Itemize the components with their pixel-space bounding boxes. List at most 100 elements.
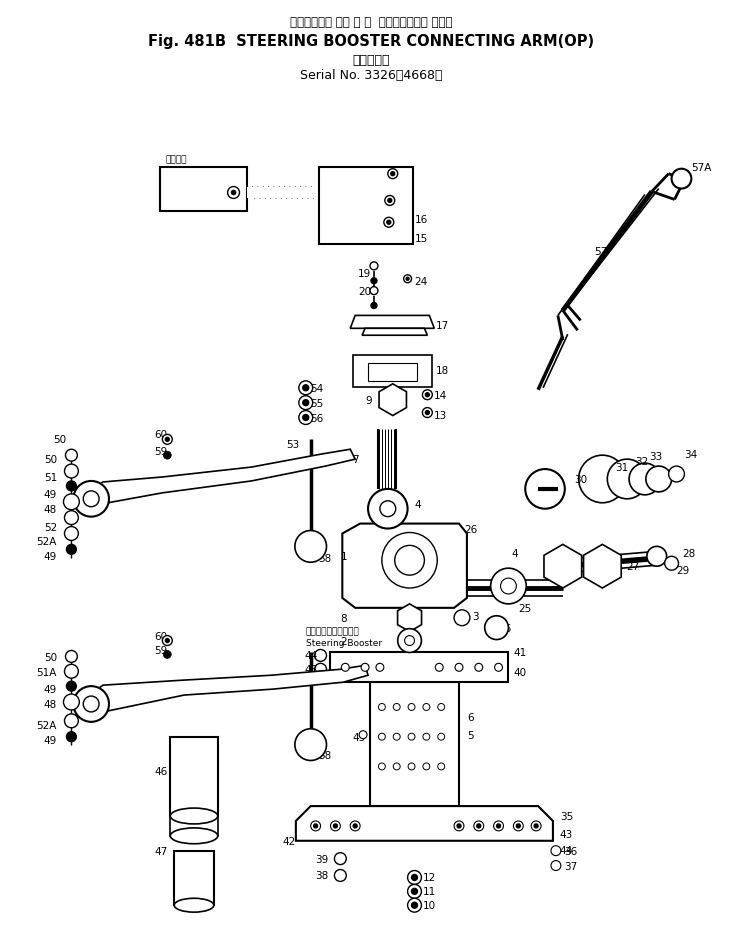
Circle shape (335, 869, 347, 882)
Circle shape (295, 729, 326, 761)
Circle shape (64, 694, 79, 710)
Circle shape (64, 494, 79, 510)
Circle shape (438, 764, 444, 770)
Text: 26A: 26A (587, 562, 607, 571)
Bar (247, 188, 318, 199)
Circle shape (361, 664, 369, 671)
Circle shape (295, 531, 326, 563)
Text: 57A: 57A (692, 163, 712, 172)
Circle shape (405, 219, 408, 222)
Text: 49: 49 (44, 684, 57, 694)
Circle shape (315, 664, 326, 676)
Circle shape (380, 502, 395, 517)
Text: 41: 41 (513, 647, 527, 658)
Circle shape (423, 733, 430, 741)
Text: 17: 17 (436, 321, 450, 331)
Text: 23: 23 (329, 204, 343, 214)
Text: 42: 42 (283, 836, 296, 846)
Circle shape (395, 545, 424, 576)
Circle shape (501, 579, 516, 594)
Text: 43: 43 (305, 664, 318, 675)
Circle shape (412, 875, 418, 881)
Circle shape (83, 491, 99, 507)
Circle shape (353, 824, 357, 828)
Text: 2: 2 (341, 636, 347, 645)
Circle shape (371, 303, 377, 309)
Text: 13: 13 (434, 410, 447, 420)
Circle shape (423, 764, 430, 770)
Circle shape (495, 664, 502, 671)
Circle shape (385, 196, 395, 207)
Circle shape (65, 714, 79, 728)
Text: 51: 51 (44, 472, 57, 483)
Polygon shape (350, 316, 434, 329)
Text: 16: 16 (415, 215, 427, 225)
Text: 49: 49 (44, 552, 57, 562)
Circle shape (393, 764, 400, 770)
Text: 60: 60 (154, 430, 168, 440)
Text: 53: 53 (286, 440, 299, 449)
Circle shape (551, 845, 561, 856)
Circle shape (299, 411, 312, 425)
Circle shape (647, 546, 666, 566)
Polygon shape (85, 665, 368, 717)
Text: 8: 8 (341, 613, 347, 624)
Text: 45: 45 (352, 732, 366, 742)
Text: 6: 6 (467, 712, 473, 723)
Circle shape (376, 664, 384, 671)
Bar (170, 816, 217, 836)
Text: 34: 34 (684, 449, 697, 460)
Circle shape (408, 764, 415, 770)
Bar (368, 364, 418, 382)
Circle shape (65, 651, 77, 663)
Text: 51A: 51A (36, 667, 56, 678)
Circle shape (311, 821, 321, 831)
Circle shape (412, 902, 418, 908)
Polygon shape (342, 524, 467, 608)
Circle shape (438, 733, 444, 741)
Text: 5: 5 (467, 730, 473, 740)
Bar (318, 168, 413, 245)
Circle shape (387, 221, 391, 225)
Circle shape (438, 704, 444, 711)
Text: 37: 37 (564, 861, 577, 871)
Text: 40: 40 (513, 667, 527, 678)
Circle shape (454, 821, 464, 831)
Circle shape (350, 821, 360, 831)
Circle shape (335, 853, 347, 864)
Circle shape (67, 682, 76, 691)
Text: 19: 19 (358, 268, 372, 279)
Circle shape (303, 400, 309, 407)
Circle shape (388, 169, 398, 179)
Circle shape (646, 466, 672, 492)
Bar (170, 737, 217, 816)
Circle shape (67, 732, 76, 742)
Circle shape (65, 465, 79, 479)
Circle shape (493, 821, 504, 831)
Circle shape (330, 821, 341, 831)
Circle shape (65, 511, 79, 525)
Circle shape (162, 435, 172, 445)
Circle shape (629, 464, 660, 495)
Text: 10: 10 (422, 901, 436, 910)
Circle shape (404, 275, 412, 284)
Text: 22: 22 (329, 183, 343, 192)
Circle shape (425, 393, 430, 397)
Circle shape (474, 821, 484, 831)
Circle shape (485, 616, 508, 640)
Text: 56: 56 (311, 413, 324, 423)
Circle shape (333, 824, 338, 828)
Circle shape (531, 821, 541, 831)
Text: 29: 29 (677, 565, 690, 576)
Text: 39: 39 (315, 854, 329, 863)
Text: 11: 11 (422, 886, 436, 897)
Text: 15: 15 (415, 234, 427, 244)
Text: 54: 54 (311, 384, 324, 393)
Circle shape (73, 482, 109, 517)
Circle shape (314, 824, 318, 828)
Text: 20: 20 (358, 287, 371, 296)
Circle shape (408, 733, 415, 741)
Text: 30: 30 (574, 474, 588, 485)
Text: 52A: 52A (36, 720, 56, 730)
Circle shape (303, 386, 309, 391)
